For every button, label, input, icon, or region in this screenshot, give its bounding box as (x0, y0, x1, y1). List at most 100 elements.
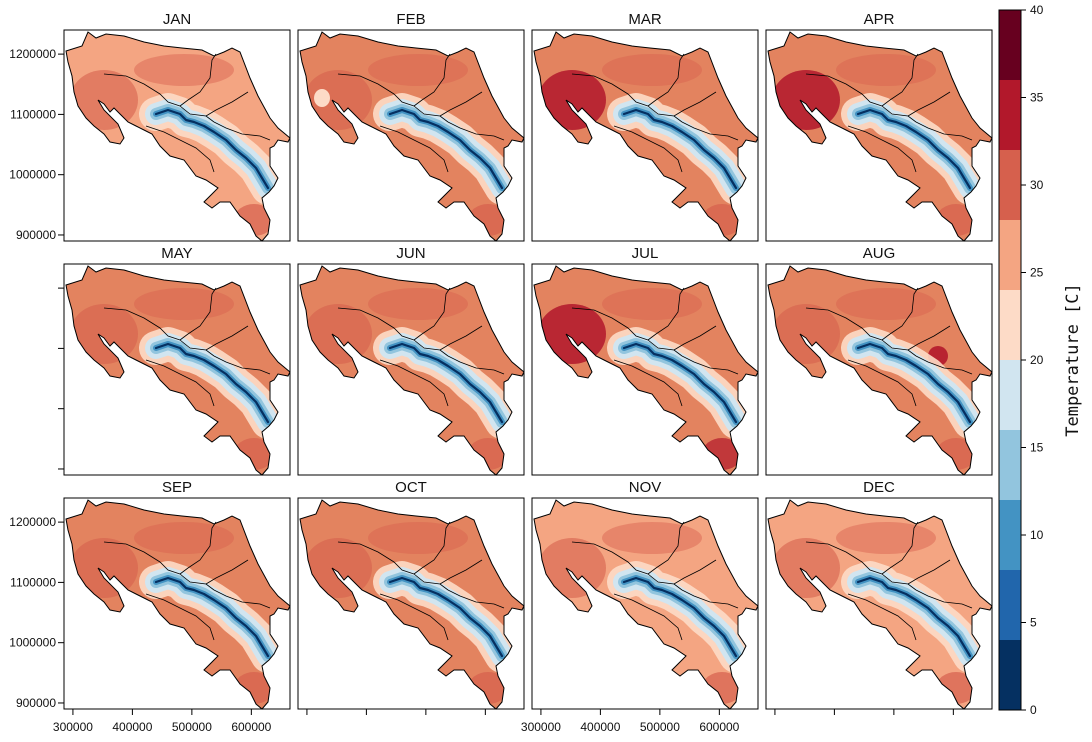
country-outline (767, 265, 993, 476)
country-outline (533, 265, 759, 476)
province-boundary (413, 573, 449, 591)
province-boundary (179, 521, 217, 575)
province-boundary (439, 325, 483, 351)
y-tick-label: 1100000 (10, 575, 56, 589)
temperature-field (768, 266, 992, 475)
province-boundary (205, 325, 249, 351)
temperature-field (300, 32, 524, 241)
province-boundary (907, 325, 951, 351)
province-boundary (213, 589, 271, 609)
province-boundary (673, 559, 717, 585)
y-tick-label: 1200000 (9, 47, 56, 61)
temperature-field (300, 266, 524, 475)
province-boundary (881, 53, 919, 107)
province-boundary (179, 573, 215, 591)
province-boundary (647, 521, 685, 575)
panel-title: DEC (863, 479, 895, 496)
y-tick-label: 900000 (16, 696, 56, 710)
panel-jun: JUN (297, 245, 525, 476)
province-boundary (413, 53, 451, 107)
panel-feb: FEB (297, 11, 525, 242)
country-outline (767, 31, 993, 242)
colorbar-swatch (999, 640, 1021, 710)
province-boundary (337, 73, 415, 107)
panel-title: AUG (863, 245, 896, 262)
province-boundary (647, 339, 683, 357)
province-boundary (179, 105, 215, 123)
panel-dec: DEC (765, 479, 993, 710)
colorbar-tick-label: 10 (1030, 528, 1044, 542)
colorbar: 0 5 10 15 20 25 30 35 40 Temperature [C] (998, 3, 1083, 717)
panel-title: OCT (395, 479, 427, 496)
y-tick-label: 1200000 (9, 515, 56, 529)
colorbar-swatch (999, 80, 1021, 150)
colorbar-tick-label: 0 (1030, 703, 1037, 717)
panel-title: SEP (162, 479, 192, 496)
x-tick-label: 300000 (53, 720, 93, 734)
province-boundary (413, 287, 451, 341)
province-boundary (805, 307, 883, 341)
province-boundary (145, 593, 215, 641)
colorbar-swatch (999, 360, 1021, 430)
panel-frame (63, 497, 291, 710)
panel-frame (765, 263, 993, 476)
province-boundary (379, 359, 449, 407)
province-boundary (613, 593, 683, 641)
temperature-field (66, 32, 290, 241)
colorbar-tick-label: 35 (1030, 91, 1044, 105)
colorbar-tick-label: 5 (1030, 616, 1037, 630)
temperature-field (768, 32, 992, 241)
panel-title: MAY (161, 245, 192, 262)
panel-sep: SEP (63, 479, 291, 710)
province-boundary (805, 541, 883, 575)
province-boundary (673, 91, 717, 117)
province-boundary (647, 53, 685, 107)
panel-title: JAN (163, 11, 191, 28)
province-boundary (447, 121, 505, 141)
province-boundary (337, 307, 415, 341)
colorbar-swatch (999, 430, 1021, 500)
province-boundary (847, 593, 917, 641)
panel-nov: NOV (531, 479, 759, 710)
colorbar-swatch (999, 150, 1021, 220)
country-outline (299, 265, 525, 476)
x-tick-label: 600000 (231, 720, 271, 734)
province-boundary (439, 559, 483, 585)
province-boundary (881, 521, 919, 575)
y-tick-label: 900000 (16, 228, 56, 242)
axes-layer: 900000 1000000 1100000 1200000 900000 1000000… (9, 47, 954, 734)
colorbar-tick-label: 40 (1030, 3, 1044, 17)
province-boundary (179, 53, 217, 107)
panel-frame (765, 497, 993, 710)
province-boundary (145, 359, 215, 407)
x-tick-label: 500000 (640, 720, 680, 734)
province-boundary (907, 559, 951, 585)
panel-title: JUN (396, 245, 425, 262)
panels-layer: JAN FEB MAR APR MAY JUN JUL AUG SEP OCT NOV DEC (63, 11, 993, 710)
province-boundary (379, 593, 449, 641)
country-outline (65, 265, 291, 476)
panel-title: JUL (632, 245, 659, 262)
panel-frame (297, 263, 525, 476)
province-boundary (847, 125, 917, 173)
panel-frame (531, 29, 759, 242)
province-boundary (647, 573, 683, 591)
province-boundary (613, 359, 683, 407)
province-boundary (413, 105, 449, 123)
x-tick-label: 400000 (112, 720, 152, 734)
province-boundary (915, 121, 973, 141)
province-boundary (447, 355, 505, 375)
x-tick-label: 600000 (699, 720, 739, 734)
panel-jan: JAN (63, 11, 291, 242)
country-outline (65, 499, 291, 710)
temperature-field (534, 266, 758, 475)
province-boundary (179, 339, 215, 357)
temperature-field (300, 500, 524, 709)
province-boundary (881, 105, 917, 123)
province-boundary (337, 541, 415, 575)
x-tick-label: 500000 (172, 720, 212, 734)
panel-title: MAR (628, 11, 662, 28)
temperature-field (768, 500, 992, 709)
panel-frame (765, 29, 993, 242)
